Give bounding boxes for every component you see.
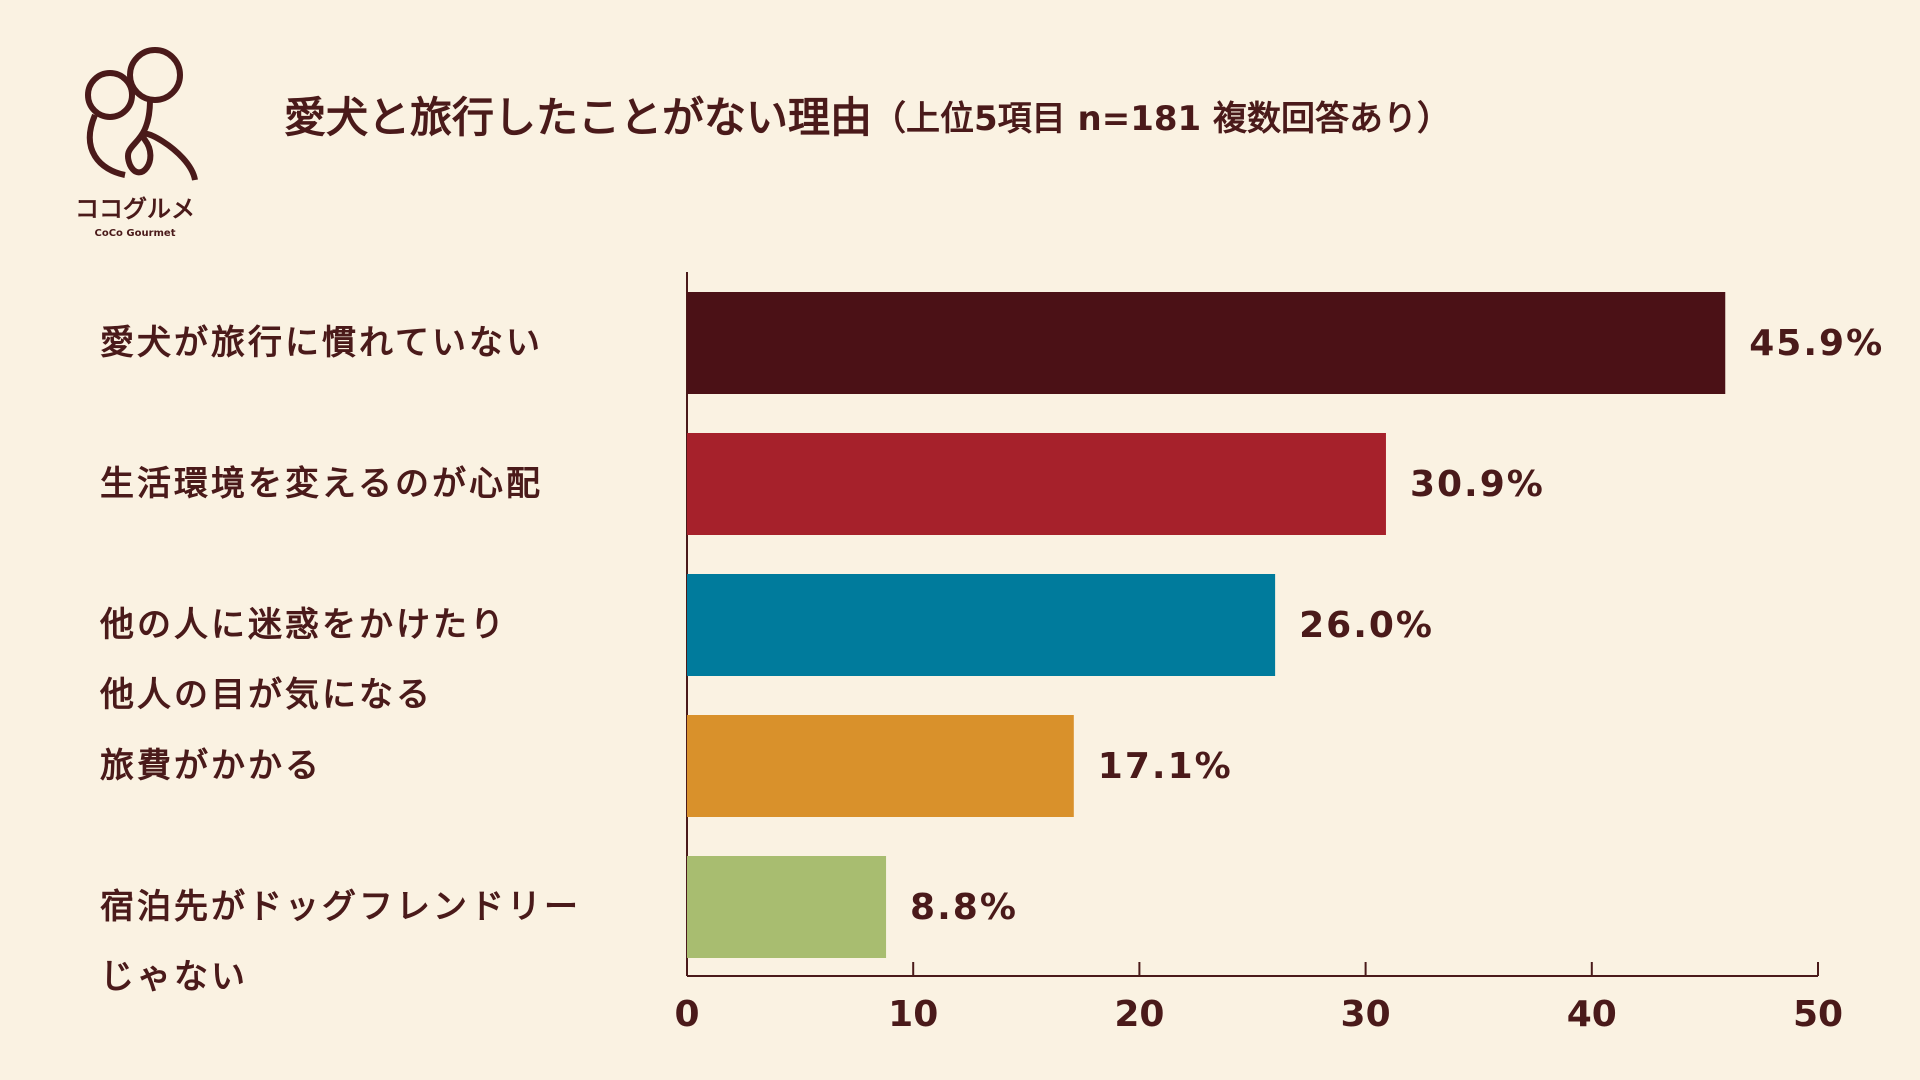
category-label: 旅費がかかる [100,746,322,786]
bar [687,715,1074,817]
value-label: 45.9% [1749,323,1884,364]
logo-name: ココグルメ [75,195,195,223]
value-label: 26.0% [1299,605,1434,646]
category-label: 宿泊先がドッグフレンドリー じゃない [100,887,581,997]
subtitle: （上位5項目 n=181 複数回答あり） [872,99,1451,139]
value-label: 17.1% [1098,746,1233,787]
category-label: 愛犬が旅行に慣れていない [100,323,543,363]
chart-title: 愛犬と旅行したことがない理由（上位5項目 n=181 複数回答あり） [284,93,1451,142]
value-label: 8.8% [910,887,1018,928]
category-label: 生活環境を変えるのが心配 [100,464,543,504]
category-label: 他の人に迷惑をかけたり 他人の目が気になる [100,605,507,715]
x-tick-label: 30 [1341,994,1391,1035]
bar [687,574,1276,676]
x-tick-label: 20 [1114,994,1164,1035]
logo-icon [85,47,198,181]
x-tick-label: 50 [1793,994,1843,1035]
bar [687,856,887,958]
x-tick-label: 40 [1567,994,1617,1035]
x-tick-label: 0 [674,994,699,1035]
logo-sub: CoCo Gourmet [94,228,175,239]
value-label: 30.9% [1410,464,1545,505]
x-tick-label: 10 [888,994,938,1035]
bar [687,292,1726,394]
bar [687,433,1386,535]
title: 愛犬と旅行したことがない理由 [284,93,872,142]
